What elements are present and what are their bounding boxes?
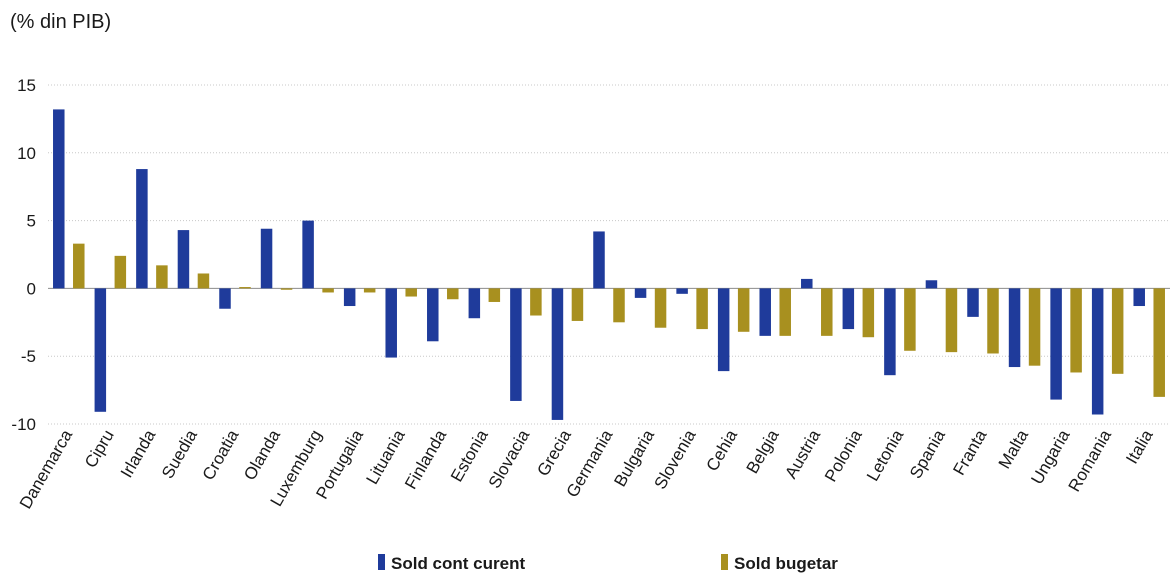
bar xyxy=(530,288,542,316)
x-tick-label: Suedia xyxy=(158,426,201,482)
x-tick-label: Italia xyxy=(1122,426,1157,467)
bar xyxy=(1070,288,1082,373)
bar xyxy=(1050,288,1062,400)
x-tick-label: Polonia xyxy=(821,426,866,485)
bar xyxy=(967,288,979,317)
bar xyxy=(488,288,501,302)
bar xyxy=(114,255,127,289)
legend-swatch xyxy=(721,554,728,570)
bar xyxy=(197,273,210,289)
y-tick-label: 10 xyxy=(17,144,36,163)
bar xyxy=(302,220,314,289)
bar xyxy=(1028,288,1041,366)
y-tick-label: -10 xyxy=(11,415,36,434)
bar xyxy=(551,288,564,420)
y-tick-label: -5 xyxy=(21,347,36,366)
y-tick-label: 5 xyxy=(27,212,36,231)
bar xyxy=(510,288,522,401)
x-tick-label: Lituania xyxy=(362,426,409,488)
x-tick-label: Grecia xyxy=(533,426,575,479)
bar xyxy=(945,288,958,353)
x-tick-label: Franta xyxy=(949,426,990,479)
x-tick-label: Cehia xyxy=(702,426,741,474)
bar xyxy=(613,288,625,323)
bar xyxy=(593,231,605,289)
bar xyxy=(1133,288,1145,307)
x-tick-label: Croatia xyxy=(199,426,243,483)
bar xyxy=(94,288,107,412)
y-tick-label: 15 xyxy=(17,76,36,95)
bar xyxy=(759,288,771,336)
bar xyxy=(842,288,855,330)
x-axis-ticks: Danemarca Cipru IrlandaSuediaCroatiaOlanda… xyxy=(16,426,1157,512)
bar xyxy=(468,288,481,319)
unit-label: (% din PIB) xyxy=(10,11,111,33)
bar xyxy=(343,288,356,307)
bar xyxy=(156,265,168,289)
legend-label: Sold cont curent xyxy=(391,554,525,573)
bar xyxy=(219,288,231,309)
bar xyxy=(260,228,273,289)
bar xyxy=(405,288,417,297)
bar xyxy=(363,288,376,293)
x-tick-label: Danemarca xyxy=(16,426,77,512)
x-tick-label: Slovacia xyxy=(485,426,534,492)
bar xyxy=(884,288,896,376)
x-tick-label: Austria xyxy=(781,426,824,482)
x-tick-label: Ungaria xyxy=(1027,426,1073,488)
bar xyxy=(634,288,647,298)
bar xyxy=(322,288,334,293)
x-tick-label: Olanda xyxy=(240,426,284,483)
x-tick-label: Estonia xyxy=(447,426,492,485)
bar xyxy=(821,288,833,336)
bar xyxy=(925,280,938,289)
legend-swatch xyxy=(378,554,385,570)
legend: Sold cont curent Sold bugetar xyxy=(378,554,838,573)
bar xyxy=(1153,288,1165,397)
bar xyxy=(447,288,459,300)
bar xyxy=(654,288,667,328)
bar xyxy=(427,288,439,342)
bar xyxy=(239,287,251,289)
x-tick-label: Cipru xyxy=(81,427,118,472)
bar xyxy=(280,288,293,290)
bar xyxy=(385,288,397,358)
x-tick-label: Belgia xyxy=(743,426,783,477)
bar xyxy=(696,288,708,330)
y-axis-ticks: -10 -5 0 5 10 15 xyxy=(11,76,36,434)
bar xyxy=(987,288,999,354)
legend-label: Sold bugetar xyxy=(734,554,838,573)
bar xyxy=(737,288,750,332)
x-tick-label: Malta xyxy=(995,426,1033,472)
bar xyxy=(801,278,813,289)
bar xyxy=(1008,288,1021,368)
bar xyxy=(1111,288,1124,374)
y-tick-label: 0 xyxy=(27,279,36,298)
grid xyxy=(48,84,1170,425)
bar xyxy=(862,288,875,338)
bar xyxy=(717,288,730,372)
bar xyxy=(177,230,190,289)
bar xyxy=(1091,288,1104,415)
bar xyxy=(904,288,916,351)
bar xyxy=(53,109,65,289)
bar xyxy=(779,288,791,336)
bar xyxy=(136,169,148,289)
bar xyxy=(73,243,85,289)
x-tick-label: Letonia xyxy=(863,426,908,484)
x-tick-label: Irlanda xyxy=(117,426,160,481)
x-tick-label: Spania xyxy=(906,426,949,482)
bar xyxy=(571,288,584,321)
bars xyxy=(53,109,1165,420)
bar xyxy=(676,288,688,294)
